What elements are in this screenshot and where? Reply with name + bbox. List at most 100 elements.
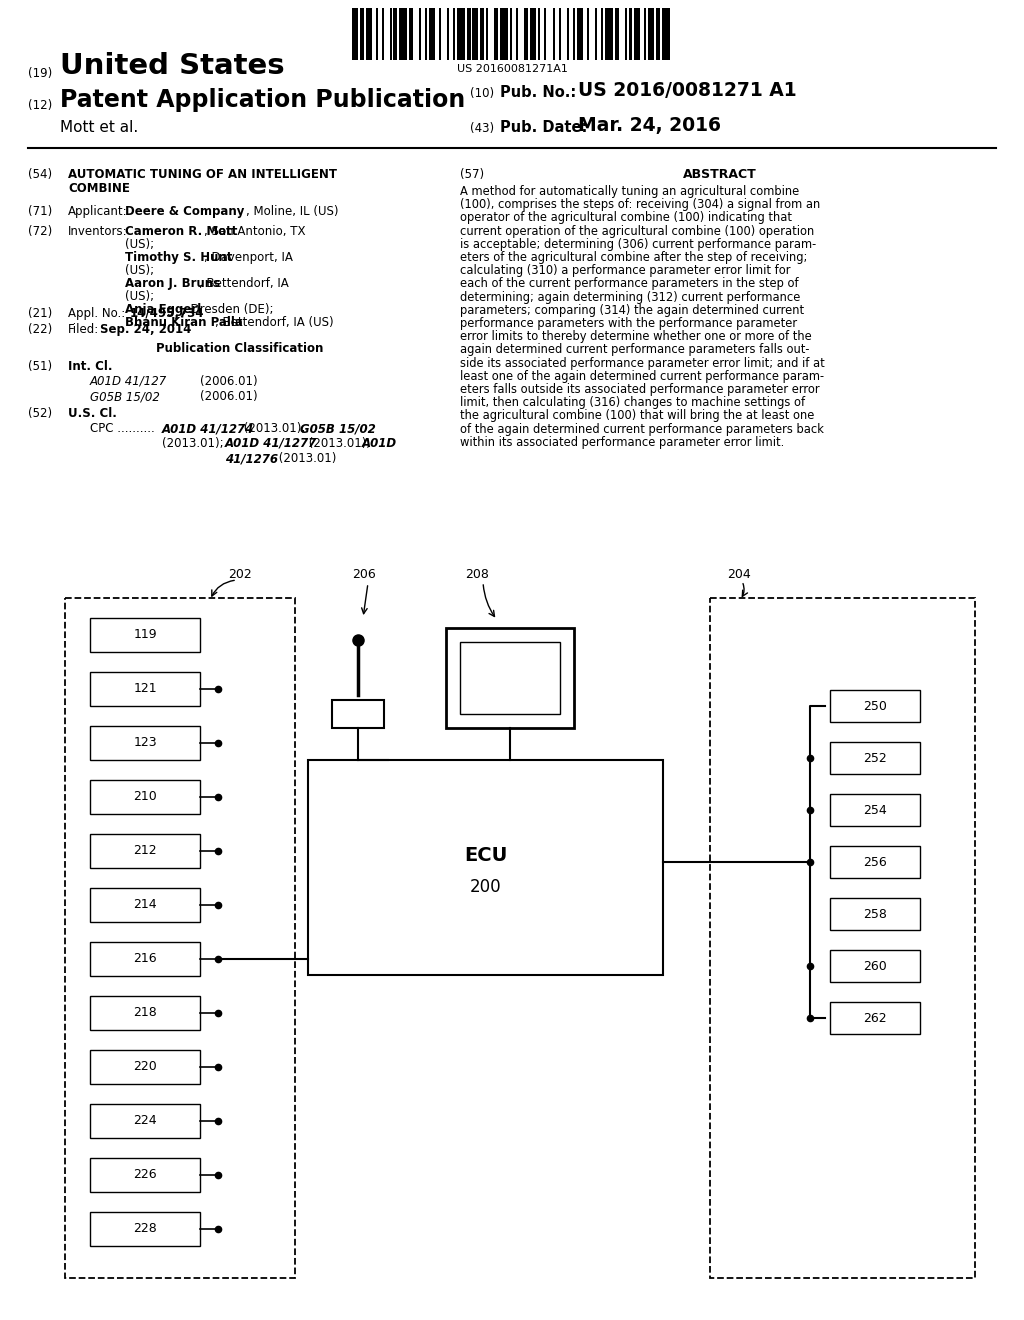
Text: Patent Application Publication: Patent Application Publication (60, 88, 465, 112)
Text: , Bettendorf, IA (US): , Bettendorf, IA (US) (215, 315, 334, 329)
Text: A01D 41/1277: A01D 41/1277 (225, 437, 317, 450)
FancyBboxPatch shape (710, 598, 975, 1278)
Bar (308, 760, 663, 975)
Text: US 2016/0081271 A1: US 2016/0081271 A1 (578, 81, 797, 100)
Text: error limits to thereby determine whether one or more of the: error limits to thereby determine whethe… (460, 330, 812, 343)
Text: 206: 206 (352, 568, 376, 581)
Bar (595, 8, 597, 59)
Bar (830, 1002, 920, 1034)
Bar (516, 8, 518, 59)
Text: G05B 15/02: G05B 15/02 (300, 422, 376, 436)
Text: (US);: (US); (125, 238, 158, 251)
Text: United States: United States (60, 51, 285, 81)
Text: (2006.01): (2006.01) (200, 389, 258, 403)
Text: (52): (52) (28, 407, 52, 420)
Text: limit, then calculating (316) changes to machine settings of: limit, then calculating (316) changes to… (460, 396, 805, 409)
FancyBboxPatch shape (65, 598, 295, 1278)
Bar (648, 8, 654, 59)
Bar (601, 8, 603, 59)
Bar (90, 1158, 200, 1192)
Text: 250: 250 (863, 700, 887, 713)
Bar (472, 8, 478, 59)
Bar (538, 8, 540, 59)
Bar (429, 8, 435, 59)
Text: 216: 216 (133, 953, 157, 965)
Bar (500, 8, 508, 59)
Bar (460, 642, 560, 714)
Text: eters of the agricultural combine after the step of receiving;: eters of the agricultural combine after … (460, 251, 807, 264)
Bar (393, 8, 397, 59)
Text: A01D 41/127: A01D 41/127 (90, 375, 167, 388)
Text: COMBINE: COMBINE (68, 182, 130, 195)
Text: 254: 254 (863, 804, 887, 817)
Text: 208: 208 (465, 568, 488, 581)
Text: Pub. Date:: Pub. Date: (500, 120, 588, 135)
Bar (389, 8, 391, 59)
Text: (2006.01): (2006.01) (200, 375, 258, 388)
Text: (22): (22) (28, 323, 52, 337)
Bar (544, 8, 546, 59)
Bar (90, 997, 200, 1030)
Text: Bhanu Kiran Palla: Bhanu Kiran Palla (125, 315, 243, 329)
Text: calculating (310) a performance parameter error limit for: calculating (310) a performance paramete… (460, 264, 791, 277)
Bar (614, 8, 618, 59)
Bar (446, 628, 574, 729)
Text: 228: 228 (133, 1222, 157, 1236)
Bar (656, 8, 660, 59)
Bar (567, 8, 569, 59)
Bar (510, 8, 512, 59)
Text: Filed:: Filed: (68, 323, 99, 337)
Text: is acceptable; determining (306) current performance param-: is acceptable; determining (306) current… (460, 238, 816, 251)
Text: Timothy S. Hunt: Timothy S. Hunt (125, 251, 232, 264)
Bar (830, 950, 920, 982)
Text: Mar. 24, 2016: Mar. 24, 2016 (578, 116, 721, 135)
Text: 121: 121 (133, 682, 157, 696)
Text: (2013.01);: (2013.01); (240, 422, 305, 436)
Bar (359, 8, 364, 59)
Text: (51): (51) (28, 360, 52, 374)
Text: 260: 260 (863, 960, 887, 973)
Bar (830, 795, 920, 826)
Text: 212: 212 (133, 845, 157, 858)
Bar (90, 780, 200, 814)
Text: ECU: ECU (464, 846, 507, 865)
Text: (2013.01);: (2013.01); (162, 437, 223, 450)
Text: Anja Eggerl: Anja Eggerl (125, 304, 202, 315)
Bar (578, 8, 583, 59)
Bar (90, 618, 200, 652)
Text: again determined current performance parameters falls out-: again determined current performance par… (460, 343, 810, 356)
Bar (399, 8, 408, 59)
Text: (57): (57) (460, 168, 484, 181)
Text: AUTOMATIC TUNING OF AN INTELLIGENT: AUTOMATIC TUNING OF AN INTELLIGENT (68, 168, 337, 181)
Text: 123: 123 (133, 737, 157, 750)
Bar (486, 8, 488, 59)
Text: of the again determined current performance parameters back: of the again determined current performa… (460, 422, 824, 436)
Text: (54): (54) (28, 168, 52, 181)
Text: 202: 202 (228, 568, 252, 581)
Bar (524, 8, 527, 59)
Bar (90, 1049, 200, 1084)
Bar (830, 742, 920, 774)
Bar (629, 8, 633, 59)
Bar (529, 8, 536, 59)
Text: 200: 200 (470, 879, 502, 896)
Text: 119: 119 (133, 628, 157, 642)
Bar (376, 8, 378, 59)
Text: Cameron R. Mott: Cameron R. Mott (125, 224, 238, 238)
Text: (100), comprises the steps of: receiving (304) a signal from an: (100), comprises the steps of: receiving… (460, 198, 820, 211)
Bar (382, 8, 384, 59)
Text: , Dresden (DE);: , Dresden (DE); (183, 304, 273, 315)
Bar (446, 8, 449, 59)
Text: Applicant:: Applicant: (68, 205, 128, 218)
Text: , Moline, IL (US): , Moline, IL (US) (246, 205, 339, 218)
Bar (366, 8, 372, 59)
Text: Appl. No.:: Appl. No.: (68, 308, 125, 319)
Text: (2013.01): (2013.01) (275, 451, 336, 465)
Bar (554, 8, 555, 59)
Bar (90, 726, 200, 760)
Text: 258: 258 (863, 908, 887, 920)
Bar (625, 8, 627, 59)
Bar (495, 8, 498, 59)
Text: , San Antonio, TX: , San Antonio, TX (205, 224, 306, 238)
Text: Inventors:: Inventors: (68, 224, 128, 238)
